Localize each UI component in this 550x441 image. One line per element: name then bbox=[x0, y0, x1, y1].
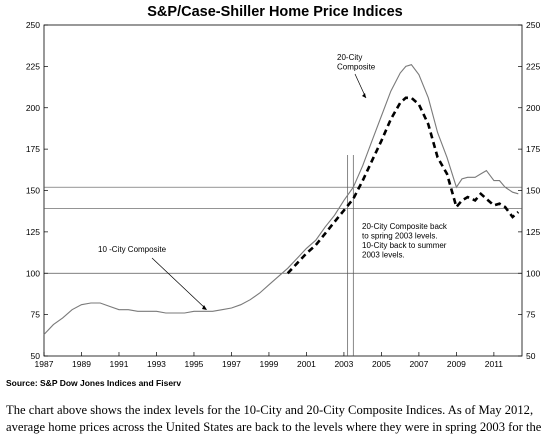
x-tick-label-10: 2007 bbox=[409, 359, 428, 369]
y-tick-label-right-6: 200 bbox=[526, 103, 540, 113]
series-line-twenty-city bbox=[286, 96, 520, 275]
caption-line-2: average home prices across the United St… bbox=[6, 420, 542, 434]
y-tick-label-left-8: 250 bbox=[26, 20, 40, 30]
y-tick-label-right-3: 125 bbox=[526, 227, 540, 237]
y-axis-right: 50 75 100 125 150 175 200 225 250 bbox=[518, 20, 540, 361]
caption-line-1: The chart above shows the index levels f… bbox=[6, 403, 534, 417]
y-tick-label-right-5: 175 bbox=[526, 144, 540, 154]
y-tick-label-right-7: 225 bbox=[526, 61, 540, 71]
x-tick-label-7: 2001 bbox=[297, 359, 316, 369]
plot-frame bbox=[43, 24, 523, 357]
y-tick-label-right-4: 150 bbox=[526, 186, 540, 196]
y-tick-label-left-3: 125 bbox=[26, 227, 40, 237]
x-tick-label-1: 1989 bbox=[72, 359, 91, 369]
y-tick-label-left-4: 150 bbox=[26, 186, 40, 196]
y-tick-label-right-0: 50 bbox=[526, 351, 536, 361]
x-tick-label-9: 2005 bbox=[372, 359, 391, 369]
series-layer bbox=[43, 64, 520, 335]
plot-border bbox=[43, 24, 523, 357]
annotation-10-city-arrowhead bbox=[202, 305, 207, 310]
annotation-10-city: 10 -City Composite bbox=[98, 245, 167, 254]
source-note: Source: S&P Dow Jones Indices and Fiserv bbox=[6, 378, 182, 388]
x-tick-label-3: 1993 bbox=[147, 359, 166, 369]
y-tick-label-right-1: 75 bbox=[526, 310, 536, 320]
y-tick-label-left-0: 50 bbox=[31, 351, 41, 361]
series-line-ten-city bbox=[43, 64, 519, 335]
caption-text: The chart above shows the index levels f… bbox=[6, 402, 546, 441]
y-tick-label-left-2: 100 bbox=[26, 268, 40, 278]
x-tick-label-11: 2009 bbox=[447, 359, 466, 369]
y-tick-label-right-8: 250 bbox=[526, 20, 540, 30]
x-tick-label-8: 2003 bbox=[334, 359, 353, 369]
reference-lines bbox=[44, 155, 522, 356]
y-tick-label-right-2: 100 bbox=[526, 268, 540, 278]
y-tick-label-left-1: 75 bbox=[31, 310, 41, 320]
x-tick-label-4: 1995 bbox=[184, 359, 203, 369]
x-tick-label-12: 2011 bbox=[485, 359, 504, 369]
annotation-20-city: 20-City Composite bbox=[337, 53, 376, 72]
chart-title: S&P/Case-Shiller Home Price Indices bbox=[147, 4, 403, 20]
x-axis: 1987 1989 1991 1993 1995 1997 1999 2001 2003 2005… bbox=[35, 352, 504, 369]
annotation-2003-note: 20-City Composite back to spring 2003 lev… bbox=[362, 222, 448, 260]
annotation-20-city-arrowhead bbox=[362, 93, 366, 98]
annotation-10-city-arrow bbox=[151, 257, 207, 310]
annotation-layer: 20-City Composite 10 -City Composite 20-Cit… bbox=[98, 53, 448, 310]
y-tick-label-left-6: 200 bbox=[26, 103, 40, 113]
x-tick-label-0: 1987 bbox=[35, 359, 54, 369]
x-tick-label-2: 1991 bbox=[110, 359, 129, 369]
y-axis-left: 50 75 100 125 150 175 200 225 250 bbox=[26, 20, 48, 361]
x-tick-label-5: 1997 bbox=[222, 359, 241, 369]
y-tick-label-left-7: 225 bbox=[26, 61, 40, 71]
y-tick-label-left-5: 175 bbox=[26, 144, 40, 154]
x-tick-label-6: 1999 bbox=[259, 359, 278, 369]
